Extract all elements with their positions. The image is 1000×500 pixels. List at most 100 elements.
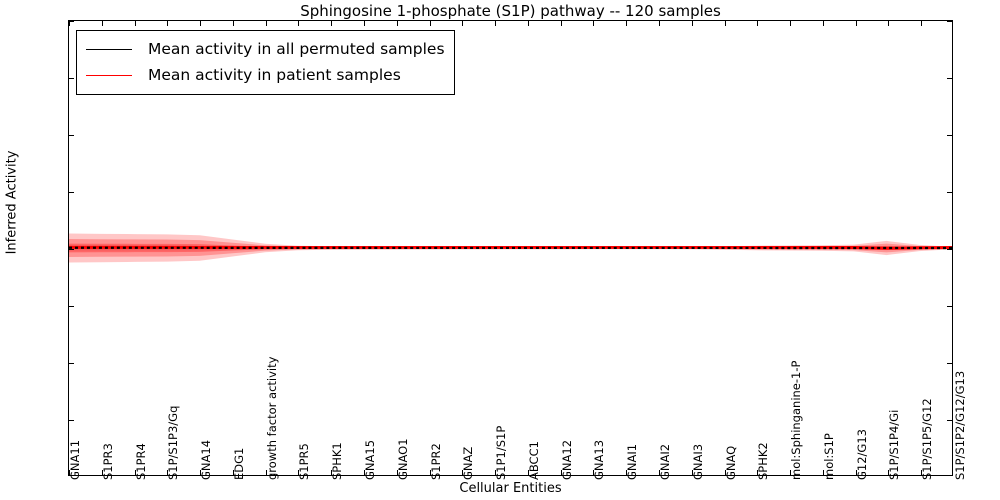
x-tick-label: GNA12: [559, 439, 574, 480]
x-tick-mark: [298, 21, 300, 26]
x-tick-mark: [724, 21, 726, 26]
x-tick-label: GNA11: [68, 439, 82, 480]
x-tick-mark: [429, 21, 431, 26]
legend-item: Mean activity in patient samples: [86, 62, 445, 88]
x-tick-label: S1PR5: [297, 443, 312, 480]
x-tick-mark: [134, 470, 136, 475]
x-tick-mark: [626, 21, 628, 26]
x-tick-mark: [527, 470, 529, 475]
y-tick-mark: [947, 192, 952, 193]
x-tick-mark: [495, 21, 497, 26]
x-tick-label: S1PR2: [428, 443, 443, 480]
x-tick-label: S1PR4: [133, 443, 148, 480]
x-tick-mark: [855, 21, 857, 26]
x-tick-label: SPHK2: [756, 442, 771, 480]
x-tick-mark: [167, 470, 169, 475]
x-tick-mark: [790, 21, 792, 26]
x-tick-mark: [364, 21, 365, 26]
x-tick-mark: [888, 21, 890, 26]
x-tick-label: GNA15: [363, 439, 377, 480]
legend-swatch-icon: [86, 74, 132, 76]
y-tick-mark: [947, 363, 952, 364]
y-tick-mark: [69, 249, 74, 250]
x-tick-label: GNAI3: [690, 443, 705, 480]
x-tick-mark: [331, 470, 333, 475]
x-tick-label: S1P/S1P2/G12/G13: [953, 370, 967, 480]
x-tick-mark: [822, 470, 824, 475]
x-tick-label: S1P1/S1P: [494, 425, 509, 480]
x-tick-label: GNAQ: [723, 445, 738, 480]
legend-swatch-icon: [86, 48, 132, 50]
x-tick-mark: [757, 21, 759, 26]
x-tick-mark: [265, 470, 267, 475]
y-axis-title: Inferred Activity: [4, 150, 20, 255]
x-tick-label: GNAI2: [658, 443, 672, 480]
x-tick-mark: [101, 470, 103, 475]
y-tick-mark: [69, 306, 74, 307]
x-tick-mark: [691, 470, 693, 475]
x-tick-label: mol:S1P: [821, 433, 836, 480]
x-tick-mark: [69, 21, 70, 26]
x-tick-mark: [331, 21, 333, 26]
x-tick-mark: [101, 21, 103, 26]
x-tick-label: S1PR3: [100, 443, 115, 480]
x-tick-mark: [822, 21, 824, 26]
x-tick-label: GNA14: [199, 439, 214, 480]
x-tick-mark: [265, 21, 267, 26]
y-tick-mark: [947, 249, 952, 250]
y-tick-mark: [69, 420, 74, 421]
x-tick-mark: [134, 21, 136, 26]
y-tick-mark: [69, 135, 74, 136]
y-tick-mark: [947, 420, 952, 421]
x-tick-mark: [560, 21, 562, 26]
x-tick-mark: [921, 470, 923, 475]
x-tick-mark: [462, 470, 464, 475]
y-tick-mark: [69, 21, 74, 22]
x-tick-mark: [364, 470, 365, 475]
x-tick-mark: [527, 21, 529, 26]
legend-label: Mean activity in patient samples: [148, 66, 401, 84]
y-tick-mark: [947, 78, 952, 79]
x-tick-label: GNAI1: [625, 443, 640, 480]
x-tick-mark: [659, 470, 660, 475]
x-tick-label: GNA13: [592, 439, 607, 480]
x-tick-mark: [593, 470, 595, 475]
x-tick-mark: [200, 21, 202, 26]
x-tick-label: GNAZ: [461, 446, 476, 480]
chart-legend: Mean activity in all permuted samples Mea…: [76, 30, 455, 95]
x-tick-mark: [659, 21, 660, 26]
x-tick-label: EDG1: [231, 447, 246, 480]
x-tick-mark: [790, 470, 792, 475]
chart-svg: [69, 233, 952, 263]
x-axis-title: Cellular Entities: [459, 481, 562, 496]
series-line-patient: [69, 245, 952, 250]
x-tick-mark: [921, 21, 923, 26]
x-tick-label: SPHK1: [330, 442, 345, 480]
x-tick-mark: [167, 21, 169, 26]
y-tick-mark: [947, 306, 952, 307]
x-tick-mark: [757, 470, 759, 475]
x-tick-mark: [232, 21, 234, 26]
x-tick-label: ABCC1: [526, 441, 541, 480]
x-tick-mark: [626, 470, 628, 475]
x-tick-mark: [298, 470, 300, 475]
x-tick-mark: [888, 470, 890, 475]
x-tick-label: GNAO1: [395, 438, 410, 480]
x-tick-label: mol:Sphinganine-1-P: [789, 360, 804, 480]
x-tick-label: S1P/S1P3/Gq: [166, 405, 181, 480]
x-tick-mark: [232, 470, 234, 475]
y-tick-mark: [947, 135, 952, 136]
x-tick-label: S1P/S1P4/Gi: [887, 409, 902, 480]
x-tick-mark: [69, 470, 70, 475]
x-tick-label: S1P/S1P5/G12: [920, 398, 935, 480]
x-tick-label: growth factor activity: [264, 356, 279, 480]
x-tick-mark: [396, 470, 398, 475]
x-tick-mark: [724, 470, 726, 475]
legend-label: Mean activity in all permuted samples: [148, 40, 445, 58]
chart-title: Sphingosine 1-phosphate (S1P) pathway --…: [300, 2, 721, 20]
y-tick-mark: [947, 21, 952, 22]
y-tick-mark: [69, 78, 74, 79]
legend-item: Mean activity in all permuted samples: [86, 36, 445, 62]
x-tick-mark: [429, 470, 431, 475]
x-tick-mark: [396, 21, 398, 26]
